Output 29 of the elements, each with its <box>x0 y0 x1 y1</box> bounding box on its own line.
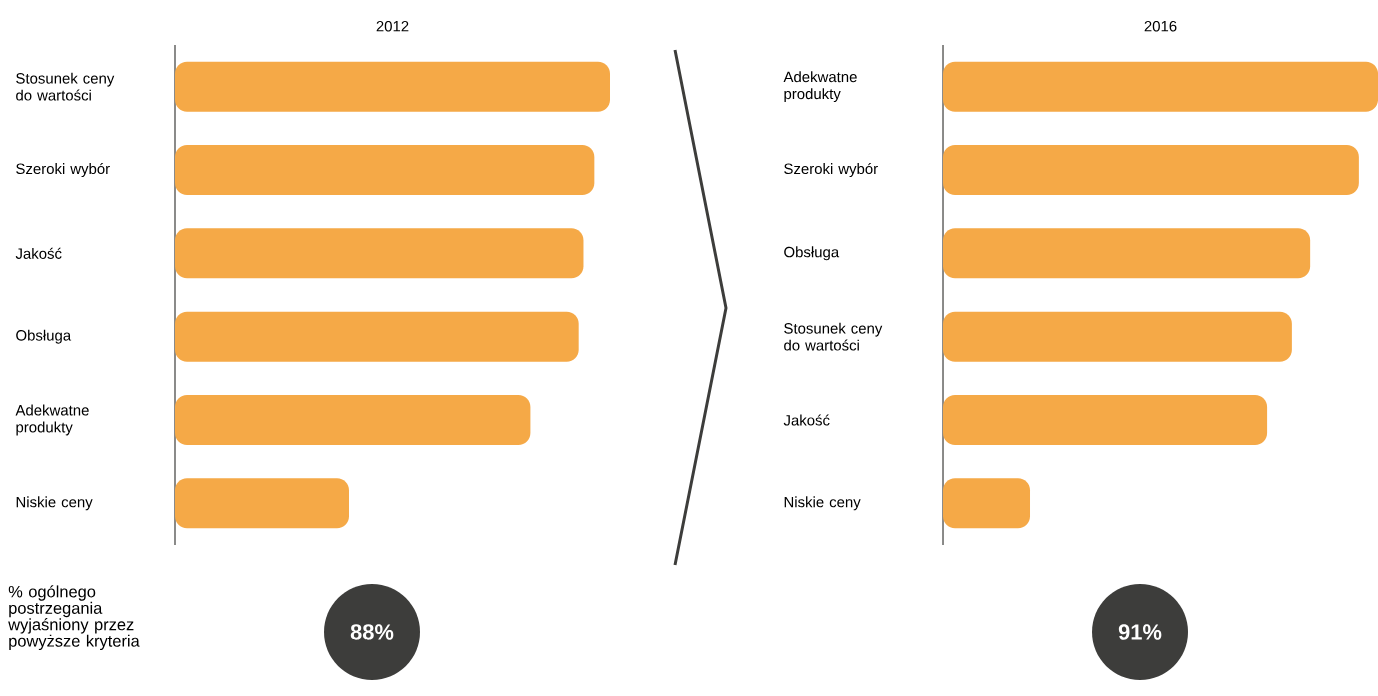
chart-title: 2012 <box>376 20 409 32</box>
bar <box>943 61 1378 112</box>
bar <box>943 311 1292 362</box>
text: % ogólnego postrzegania wyjaśniony przez powyższe kryteria <box>8 585 140 651</box>
y-tick-label: Jakość <box>783 414 830 426</box>
bar <box>175 478 349 529</box>
bar <box>943 228 1311 279</box>
y-tick-label: Obsługa <box>784 246 840 261</box>
bar <box>943 145 1359 195</box>
chart-title: 2016 <box>1144 20 1177 32</box>
text: 91% <box>1118 624 1162 640</box>
bar <box>175 61 610 112</box>
y-tick-label: Szeroki wybór <box>784 162 878 178</box>
y-tick-label: Niskie ceny <box>784 496 861 511</box>
bar <box>175 145 595 195</box>
y-tick-label: Stosunek ceny do wartości <box>784 322 883 351</box>
bar <box>175 228 584 279</box>
bar <box>943 395 1268 445</box>
bar <box>943 478 1031 529</box>
bar <box>175 395 531 445</box>
y-tick-label: Adekwatne produkty <box>783 71 857 103</box>
text: 88% <box>350 624 394 640</box>
y-tick-label: Jakość <box>15 247 62 259</box>
y-tick-label: Obsługa <box>16 329 72 344</box>
y-tick-label: Adekwatne produkty <box>15 404 89 436</box>
y-tick-label: Szeroki wybór <box>16 162 110 178</box>
bar <box>175 311 579 362</box>
y-tick-label: Stosunek ceny do wartości <box>16 72 115 101</box>
y-tick-label: Niskie ceny <box>16 496 93 511</box>
